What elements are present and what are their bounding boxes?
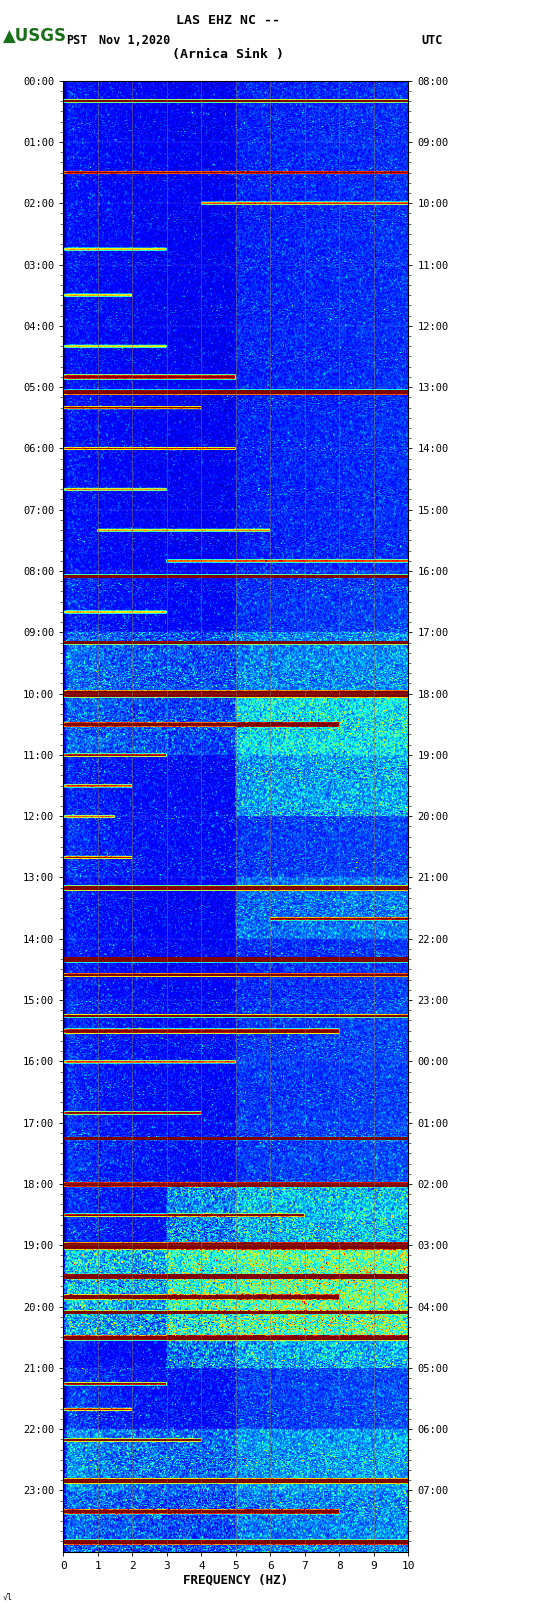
Text: √l: √l (3, 1594, 13, 1602)
Text: Nov 1,2020: Nov 1,2020 (99, 34, 171, 47)
X-axis label: FREQUENCY (HZ): FREQUENCY (HZ) (183, 1574, 289, 1587)
Text: PST: PST (66, 34, 88, 47)
Text: LAS EHZ NC --: LAS EHZ NC -- (176, 15, 280, 27)
Text: (Arnica Sink ): (Arnica Sink ) (172, 48, 284, 61)
Text: UTC: UTC (421, 34, 443, 47)
Text: ▲USGS: ▲USGS (3, 27, 67, 45)
